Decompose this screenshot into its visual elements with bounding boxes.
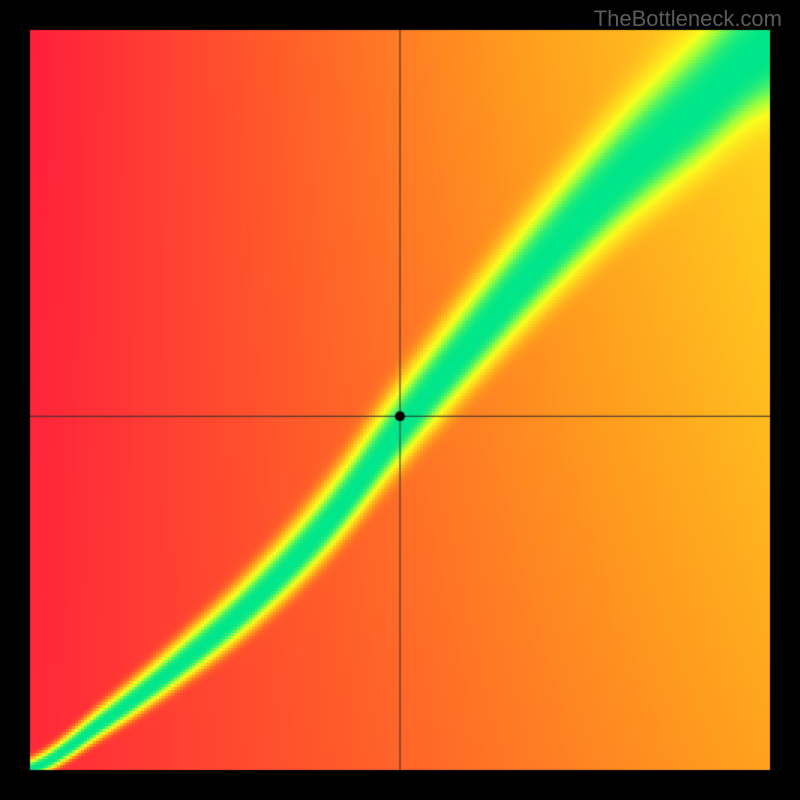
- chart-container: TheBottleneck.com: [0, 0, 800, 800]
- heatmap-canvas: [0, 0, 800, 800]
- watermark-text: TheBottleneck.com: [594, 6, 782, 32]
